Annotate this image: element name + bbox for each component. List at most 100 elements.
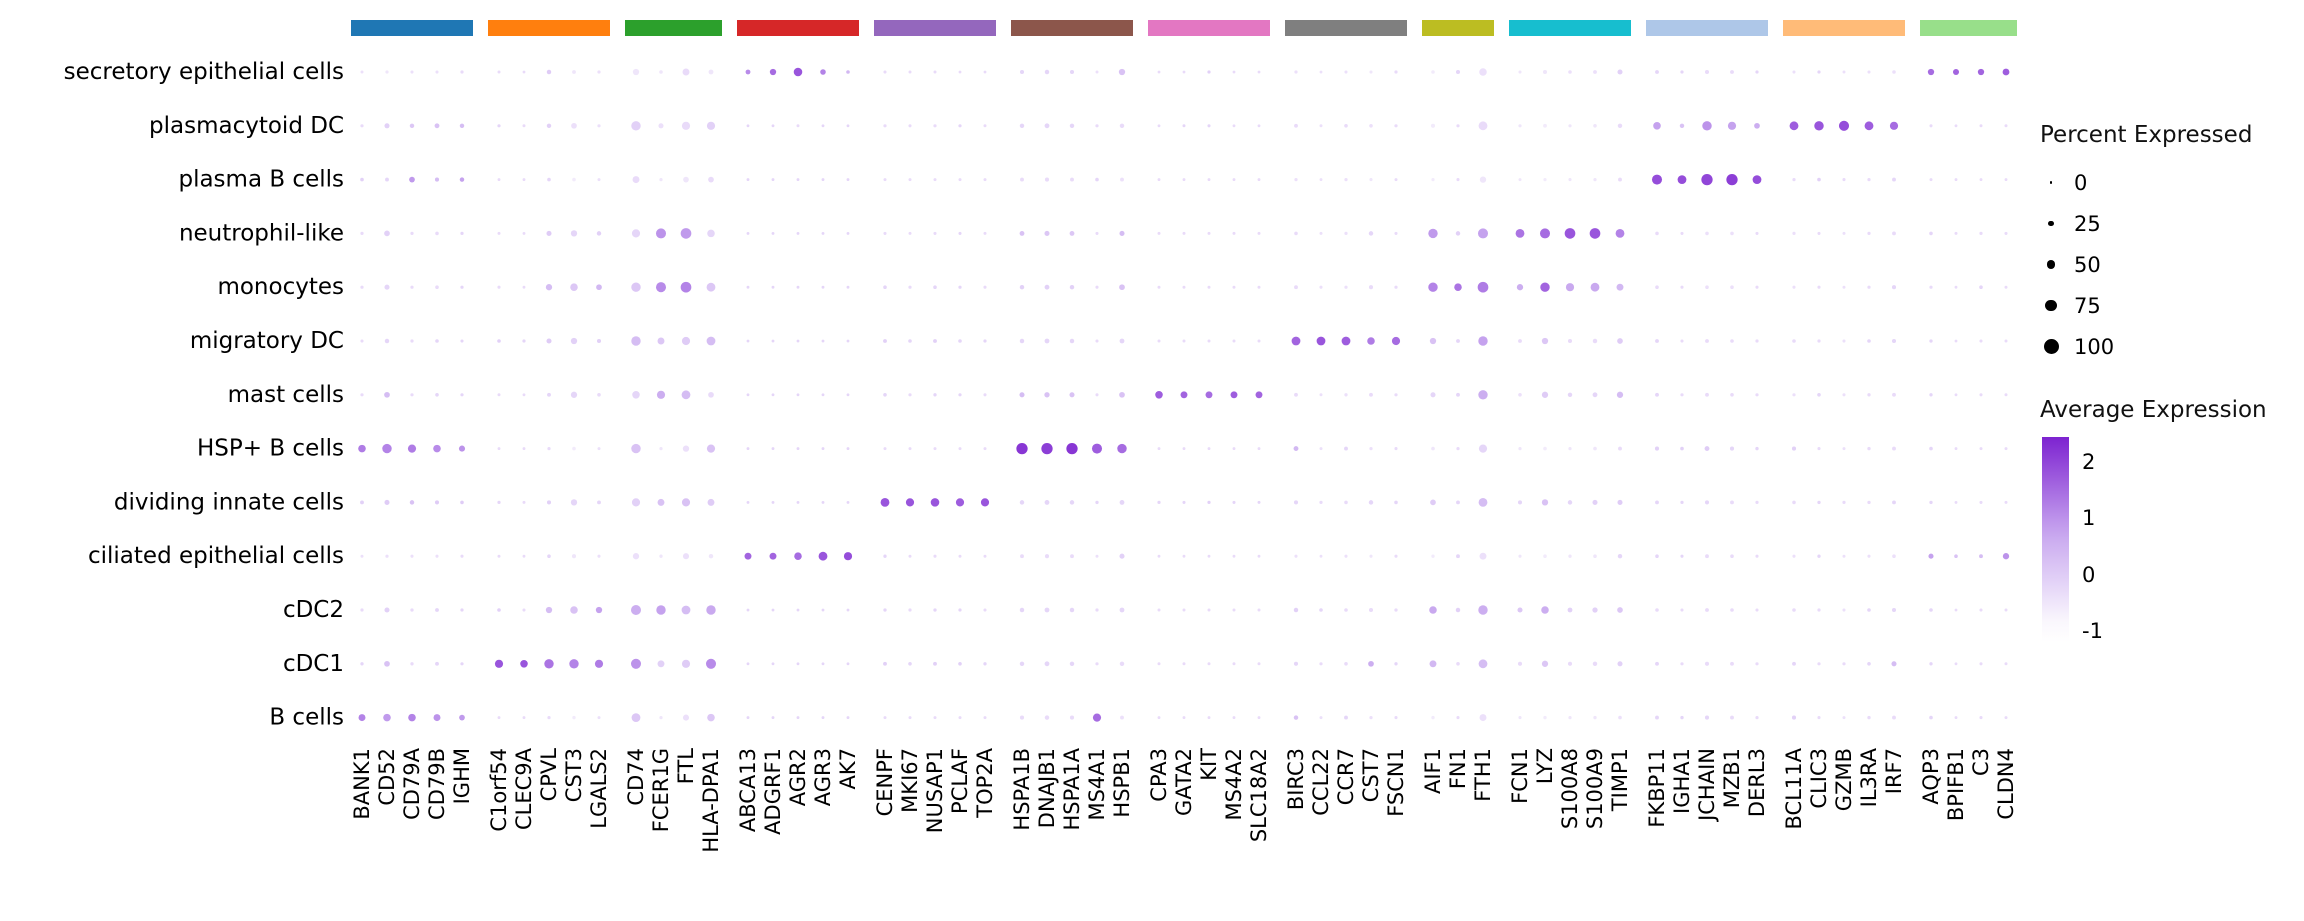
expression-dot [1593,70,1597,74]
expression-dot [1518,339,1522,343]
expression-dot [1044,392,1050,398]
gene-label: HSPB1 [1110,748,1134,818]
expression-dot [1755,608,1759,612]
gene-label: HSPA1A [1060,747,1084,830]
expression-dot [1232,662,1236,666]
expression-dot [1044,607,1050,613]
expression-dot [821,662,825,666]
expression-dot [1182,554,1186,558]
expression-dot [983,716,987,720]
expression-dot [1257,231,1261,235]
expression-dot [360,339,364,343]
expression-dot [1817,554,1821,558]
expression-dot [2004,447,2008,451]
expression-dot [1979,393,1983,397]
expression-dot [771,716,775,720]
expression-dot [547,554,551,558]
expression-dot [1954,124,1958,128]
expression-dot [1568,715,1572,720]
expression-dot [597,178,601,182]
expression-dot [1182,608,1186,612]
expression-dot [1431,446,1435,451]
expression-dot [908,70,912,74]
expression-dot [1019,230,1025,236]
expression-dot [1730,715,1734,720]
expression-dot [1541,499,1549,506]
expression-dot [1257,500,1261,504]
expression-dot [1044,177,1050,182]
expression-dot [546,69,552,75]
expression-dot [1157,554,1161,558]
expression-dot [1517,661,1523,666]
expression-dot [1891,661,1897,667]
expression-dot [705,658,717,669]
expression-dot [1119,607,1125,613]
expression-dot [435,231,439,236]
gene-label: MS4A1 [1085,748,1109,821]
expression-dot [1478,390,1488,400]
expression-dot [681,605,691,615]
expression-dot [1182,447,1186,451]
expression-dot [1344,554,1348,558]
expression-dot [1543,715,1547,720]
expression-dot [1095,124,1099,128]
color-legend: 2 1 0 -1 [2040,437,2302,652]
expression-dot [1515,229,1525,238]
expression-dot [630,658,642,669]
expression-dot [1892,446,1896,451]
expression-dot [632,553,640,560]
expression-dot [1119,553,1125,559]
expression-dot [1680,500,1684,505]
expression-dot [1954,285,1958,289]
expression-dot [1477,281,1489,293]
expression-dot [1430,123,1436,128]
expression-dot [2004,285,2008,289]
size-legend-label: 75 [2074,293,2101,318]
expression-dot [1344,393,1348,397]
expression-dot [1069,284,1075,290]
expression-dot [933,447,937,451]
expression-dot [1456,554,1460,559]
expression-dot [631,229,641,238]
expression-dot [360,662,364,666]
expression-dot [1430,499,1436,506]
expression-dot [1293,661,1299,666]
expression-dot [933,716,937,720]
expression-dot [1428,282,1438,292]
expression-dot [435,554,439,558]
expression-dot [746,285,750,289]
expression-dot [1294,70,1298,74]
expression-dot [384,391,390,398]
expression-dot [571,122,577,129]
expression-dot [746,447,750,451]
expression-dot [793,67,803,77]
expression-dot [1755,500,1759,505]
size-legend-entry: 50 [2040,244,2302,285]
expression-dot [544,659,554,669]
expression-dot [1954,662,1958,666]
expression-dot [1120,715,1124,720]
gene-label: BPIFB1 [1944,748,1968,821]
expression-dot [596,231,602,236]
expression-dot [570,230,578,237]
expression-dot [933,393,937,397]
expression-dot [360,554,364,558]
expression-dot [1680,715,1684,720]
expression-dot [1230,391,1238,399]
expression-dot [796,178,800,182]
expression-dot [796,662,800,666]
color-legend-tick: 0 [2082,562,2096,587]
expression-dot [1679,123,1685,129]
expression-dot [1069,500,1075,505]
expression-dot [1817,393,1821,397]
expression-dot [1842,70,1846,74]
expression-dot [958,554,962,558]
expression-dot [708,553,714,559]
gene-label: GATA2 [1172,748,1196,816]
expression-dot [908,178,912,182]
expression-dot [1704,500,1710,505]
expression-dot [2004,500,2008,504]
cell-type-label: neutrophil-like [179,220,344,246]
expression-dot [908,393,912,397]
gene-label: TIMP1 [1608,748,1632,812]
